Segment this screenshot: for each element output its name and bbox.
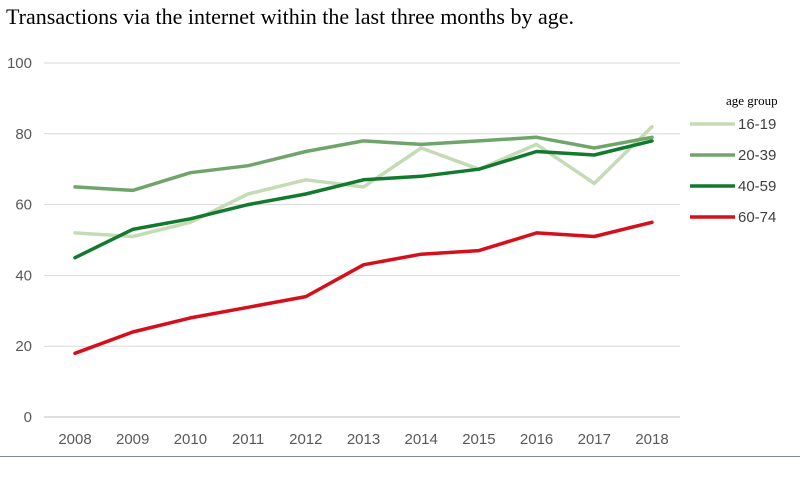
y-tick-label: 0 xyxy=(24,409,32,426)
y-tick-label: 40 xyxy=(15,267,32,284)
x-tick-label: 2009 xyxy=(116,431,149,448)
legend-label: 16-19 xyxy=(738,116,776,133)
legend-label: 40-59 xyxy=(738,178,776,195)
bottom-divider xyxy=(0,456,800,457)
x-tick-label: 2017 xyxy=(578,431,611,448)
x-tick-label: 2011 xyxy=(232,431,264,448)
y-axis-ticks: 0 20 40 60 80 100 xyxy=(7,55,32,426)
series-line-20-39 xyxy=(73,135,654,193)
x-tick-label: 2014 xyxy=(405,431,438,448)
x-tick-label: 2016 xyxy=(520,431,553,448)
y-tick-label: 100 xyxy=(7,55,32,72)
gridlines xyxy=(44,62,680,418)
x-tick-label: 2012 xyxy=(289,431,322,448)
x-tick-label: 2010 xyxy=(174,431,207,448)
x-tick-label: 2008 xyxy=(58,431,91,448)
legend-title: age group xyxy=(726,93,778,108)
x-tick-label: 2013 xyxy=(347,431,380,448)
x-tick-label: 2015 xyxy=(462,431,495,448)
series-line-60-74 xyxy=(73,220,654,356)
y-tick-label: 60 xyxy=(15,197,32,214)
legend-label: 20-39 xyxy=(738,147,776,164)
series-line-16-19 xyxy=(73,124,654,239)
y-tick-label: 20 xyxy=(15,338,32,355)
series-line-40-59 xyxy=(73,139,654,260)
legend-label: 60-74 xyxy=(738,209,776,226)
chart-title: Transactions via the internet within the… xyxy=(6,4,575,29)
x-axis-ticks: 2008 2009 2010 2011 2012 2013 2014 2015 2016 2017… xyxy=(58,431,668,448)
series-lines xyxy=(73,124,654,356)
legend: age group 16-19 20-39 40-59 60-74 xyxy=(690,93,778,226)
y-tick-label: 80 xyxy=(15,126,32,143)
x-tick-label: 2018 xyxy=(635,431,668,448)
